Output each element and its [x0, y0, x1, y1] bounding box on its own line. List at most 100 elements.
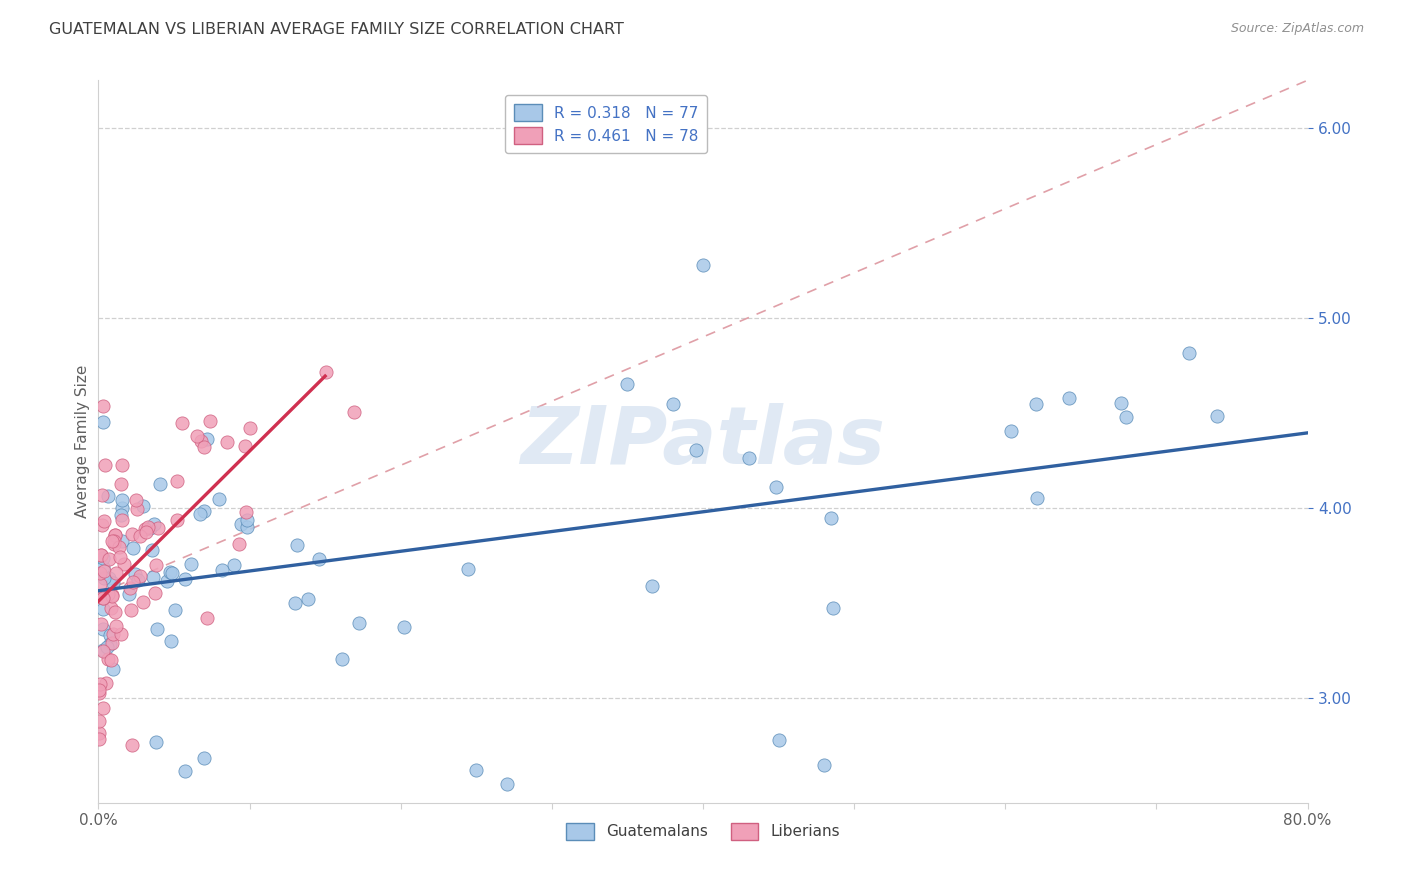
Point	[103, 534, 125, 549]
Point	[134, 522, 156, 536]
Point	[89, 726, 111, 740]
Point	[93, 564, 115, 578]
Point	[125, 501, 148, 516]
Point	[111, 458, 134, 473]
Point	[120, 603, 142, 617]
Point	[195, 433, 218, 447]
Point	[103, 576, 125, 591]
Point	[104, 528, 127, 542]
Point	[661, 396, 683, 410]
Point	[195, 610, 218, 624]
Point	[110, 508, 132, 522]
Point	[239, 421, 262, 435]
Point	[104, 605, 127, 619]
Point	[104, 528, 127, 542]
Point	[284, 596, 307, 610]
Text: ZIPatlas: ZIPatlas	[520, 402, 886, 481]
Point	[103, 627, 125, 641]
Point	[98, 571, 121, 585]
Point	[124, 567, 146, 582]
Point	[813, 757, 835, 772]
Point	[104, 618, 127, 632]
Point	[117, 587, 139, 601]
Point	[100, 601, 122, 615]
Point	[173, 764, 195, 779]
Point	[616, 377, 638, 392]
Point	[93, 591, 115, 605]
Legend: Guatemalans, Liberians: Guatemalans, Liberians	[560, 817, 846, 846]
Point	[160, 566, 183, 580]
Point	[132, 595, 155, 609]
Point	[135, 525, 157, 540]
Point	[98, 637, 121, 651]
Point	[465, 764, 488, 778]
Point	[233, 439, 256, 453]
Point	[457, 562, 479, 576]
Point	[100, 533, 122, 548]
Point	[98, 628, 121, 642]
Point	[1024, 396, 1046, 410]
Point	[121, 527, 143, 541]
Point	[128, 569, 150, 583]
Point	[342, 405, 364, 419]
Point	[208, 491, 231, 506]
Point	[392, 620, 415, 634]
Point	[91, 415, 114, 429]
Point	[145, 558, 167, 573]
Point	[89, 714, 111, 728]
Y-axis label: Average Family Size: Average Family Size	[75, 365, 90, 518]
Point	[159, 565, 181, 579]
Text: GUATEMALAN VS LIBERIAN AVERAGE FAMILY SIZE CORRELATION CHART: GUATEMALAN VS LIBERIAN AVERAGE FAMILY SI…	[49, 22, 624, 37]
Point	[180, 557, 202, 571]
Point	[821, 601, 844, 615]
Point	[235, 505, 257, 519]
Point	[132, 499, 155, 513]
Point	[143, 517, 166, 532]
Point	[91, 488, 114, 502]
Point	[136, 520, 159, 534]
Point	[224, 558, 246, 572]
Point	[139, 521, 162, 535]
Point	[91, 518, 114, 533]
Point	[129, 529, 152, 543]
Point	[170, 416, 193, 430]
Point	[142, 570, 165, 584]
Point	[112, 557, 135, 571]
Point	[1111, 396, 1133, 410]
Point	[347, 616, 370, 631]
Point	[149, 476, 172, 491]
Point	[97, 651, 120, 665]
Point	[495, 777, 517, 791]
Point	[104, 566, 127, 580]
Point	[146, 521, 169, 535]
Point	[111, 492, 134, 507]
Point	[193, 751, 215, 765]
Point	[101, 589, 124, 603]
Point	[768, 733, 790, 747]
Point	[124, 493, 146, 508]
Point	[143, 586, 166, 600]
Point	[97, 587, 120, 601]
Point	[165, 603, 187, 617]
Point	[121, 541, 143, 555]
Point	[101, 662, 124, 676]
Point	[1206, 409, 1229, 424]
Point	[127, 573, 149, 587]
Point	[94, 676, 117, 690]
Point	[110, 627, 132, 641]
Point	[193, 440, 215, 454]
Point	[640, 579, 662, 593]
Point	[89, 682, 111, 697]
Point	[145, 622, 167, 636]
Point	[96, 640, 118, 654]
Point	[110, 476, 132, 491]
Point	[692, 258, 714, 272]
Point	[121, 574, 143, 589]
Point	[166, 474, 188, 488]
Point	[89, 566, 111, 581]
Point	[94, 458, 117, 472]
Point	[765, 480, 787, 494]
Point	[1026, 491, 1049, 505]
Point	[285, 539, 308, 553]
Point	[120, 582, 142, 596]
